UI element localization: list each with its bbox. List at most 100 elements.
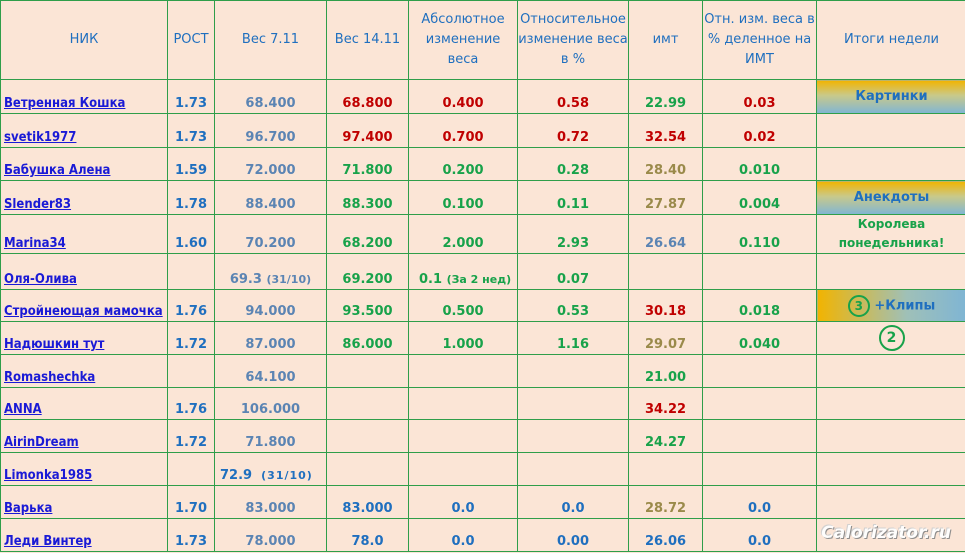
bmi-cell: 32.54 xyxy=(628,113,703,148)
nick-link[interactable]: ANNA xyxy=(4,402,42,417)
weight-1-note: (31/10) xyxy=(261,469,313,482)
rel-change-cell: 2.93 xyxy=(517,214,629,254)
weight-1-cell: 71.800 xyxy=(214,419,327,453)
height-cell xyxy=(167,452,215,486)
height-cell: 1.78 xyxy=(167,180,215,215)
header-rel-change: Относительное изменение веса в % xyxy=(517,0,629,80)
weight-1-cell: 83.000 xyxy=(214,485,327,519)
result-cell: 3 +Клипы xyxy=(816,289,965,322)
table-row: Оля-Олива 69.3 (31/10) 69.200 0.1 (За 2 … xyxy=(0,253,965,290)
nick-link[interactable]: Бабушка Алена xyxy=(4,163,111,178)
abs-change-cell: 0.400 xyxy=(408,79,518,114)
weight-1-cell: 72.000 xyxy=(214,147,327,181)
table-row: Romashechka 64.100 21.00 xyxy=(0,354,965,388)
table-row: AirinDream 1.72 71.800 24.27 xyxy=(0,419,965,453)
weight-2-cell xyxy=(326,354,409,388)
weight-1-cell: 68.400 xyxy=(214,79,327,114)
rel-change-cell: 0.0 xyxy=(517,485,629,519)
nick-link[interactable]: svetik1977 xyxy=(4,130,77,145)
height-cell: 1.73 xyxy=(167,113,215,148)
weight-2-cell: 86.000 xyxy=(326,321,409,355)
abs-change-cell: 1.000 xyxy=(408,321,518,355)
ratio-cell: 0.0 xyxy=(702,518,817,552)
bmi-cell: 27.87 xyxy=(628,180,703,215)
nick-link[interactable]: Надюшкин тут xyxy=(4,337,105,352)
bmi-cell: 34.22 xyxy=(628,387,703,420)
abs-change-cell: 0.1 (За 2 нед) xyxy=(408,253,518,290)
header-bmi: имт xyxy=(628,0,703,80)
weight-2-cell: 78.0 xyxy=(326,518,409,552)
bmi-cell: 26.64 xyxy=(628,214,703,254)
ratio-cell xyxy=(702,419,817,453)
result-cell xyxy=(816,354,965,388)
table-row: Варька 1.70 83.000 83.000 0.0 0.0 28.72 … xyxy=(0,485,965,519)
result-cell xyxy=(816,452,965,486)
height-cell: 1.76 xyxy=(167,289,215,322)
weight-2-cell: 83.000 xyxy=(326,485,409,519)
height-cell xyxy=(167,354,215,388)
nick-link[interactable]: Limonka1985 xyxy=(4,468,93,483)
watermark: Calorizator.ru xyxy=(821,523,951,543)
ratio-cell: 0.03 xyxy=(702,79,817,114)
rel-change-cell xyxy=(517,419,629,453)
nick-link[interactable]: Стройнеющая мамочка xyxy=(4,304,163,319)
weight-1-cell: 70.200 xyxy=(214,214,327,254)
height-cell: 1.73 xyxy=(167,79,215,114)
ratio-cell: 0.02 xyxy=(702,113,817,148)
nick-link[interactable]: AirinDream xyxy=(4,435,79,450)
result-cell: Анекдоты xyxy=(816,180,965,215)
abs-change-cell xyxy=(408,419,518,453)
weight-1-cell: 72.9 (31/10) xyxy=(214,452,327,486)
weight-1-value: 72.9 xyxy=(220,468,253,483)
rel-change-cell: 0.58 xyxy=(517,79,629,114)
nick-link[interactable]: Slender83 xyxy=(4,197,72,212)
table-row: Бабушка Алена 1.59 72.000 71.800 0.200 0… xyxy=(0,147,965,181)
ratio-cell: 0.018 xyxy=(702,289,817,322)
header-weight-1: Вес 7.11 xyxy=(214,0,327,80)
weight-2-cell xyxy=(326,419,409,453)
header-weight-2: Вес 14.11 xyxy=(326,0,409,80)
bmi-cell: 21.00 xyxy=(628,354,703,388)
weight-2-cell: 93.500 xyxy=(326,289,409,322)
table-row: ANNA 1.76 106.000 34.22 xyxy=(0,387,965,420)
bmi-cell: 29.07 xyxy=(628,321,703,355)
nick-link[interactable]: Оля-Олива xyxy=(4,272,77,287)
rel-change-cell: 0.28 xyxy=(517,147,629,181)
ratio-cell xyxy=(702,253,817,290)
weight-2-cell: 88.300 xyxy=(326,180,409,215)
nick-link[interactable]: Ветренная Кошка xyxy=(4,96,126,111)
result-circle-badge: 3 xyxy=(847,294,870,317)
result-cell xyxy=(816,419,965,453)
result-circle-badge: 2 xyxy=(878,325,905,351)
abs-change-cell xyxy=(408,387,518,420)
weight-1-cell: 69.3 (31/10) xyxy=(214,253,327,290)
ratio-cell: 0.110 xyxy=(702,214,817,254)
table-row: Ветренная Кошка 1.73 68.400 68.800 0.400… xyxy=(0,79,965,114)
rel-change-cell: 0.07 xyxy=(517,253,629,290)
bmi-cell: 28.40 xyxy=(628,147,703,181)
weight-2-cell xyxy=(326,387,409,420)
table-row: Slender83 1.78 88.400 88.300 0.100 0.11 … xyxy=(0,180,965,215)
bmi-cell: 22.99 xyxy=(628,79,703,114)
nick-link[interactable]: Romashechka xyxy=(4,370,96,385)
height-cell: 1.73 xyxy=(167,518,215,552)
bmi-cell xyxy=(628,452,703,486)
abs-change-cell: 0.500 xyxy=(408,289,518,322)
weight-2-cell: 68.200 xyxy=(326,214,409,254)
nick-link[interactable]: Marina34 xyxy=(4,236,66,251)
bmi-cell: 30.18 xyxy=(628,289,703,322)
nick-link[interactable]: Леди Винтер xyxy=(4,534,92,549)
nick-link[interactable]: Варька xyxy=(4,501,53,516)
ratio-cell: 0.004 xyxy=(702,180,817,215)
weight-1-cell: 94.000 xyxy=(214,289,327,322)
header-results: Итоги недели xyxy=(816,0,965,80)
ratio-cell: 0.010 xyxy=(702,147,817,181)
weight-2-cell: 69.200 xyxy=(326,253,409,290)
abs-change-cell xyxy=(408,452,518,486)
header-ratio: Отн. изм. веса в % деленное на ИМТ xyxy=(702,0,817,80)
table-row: Надюшкин тут 1.72 87.000 86.000 1.000 1.… xyxy=(0,321,965,355)
header-height: РОСТ xyxy=(167,0,215,80)
header-nick: НИК xyxy=(0,0,168,80)
abs-change-note: (За 2 нед) xyxy=(446,273,512,286)
result-cell xyxy=(816,113,965,148)
